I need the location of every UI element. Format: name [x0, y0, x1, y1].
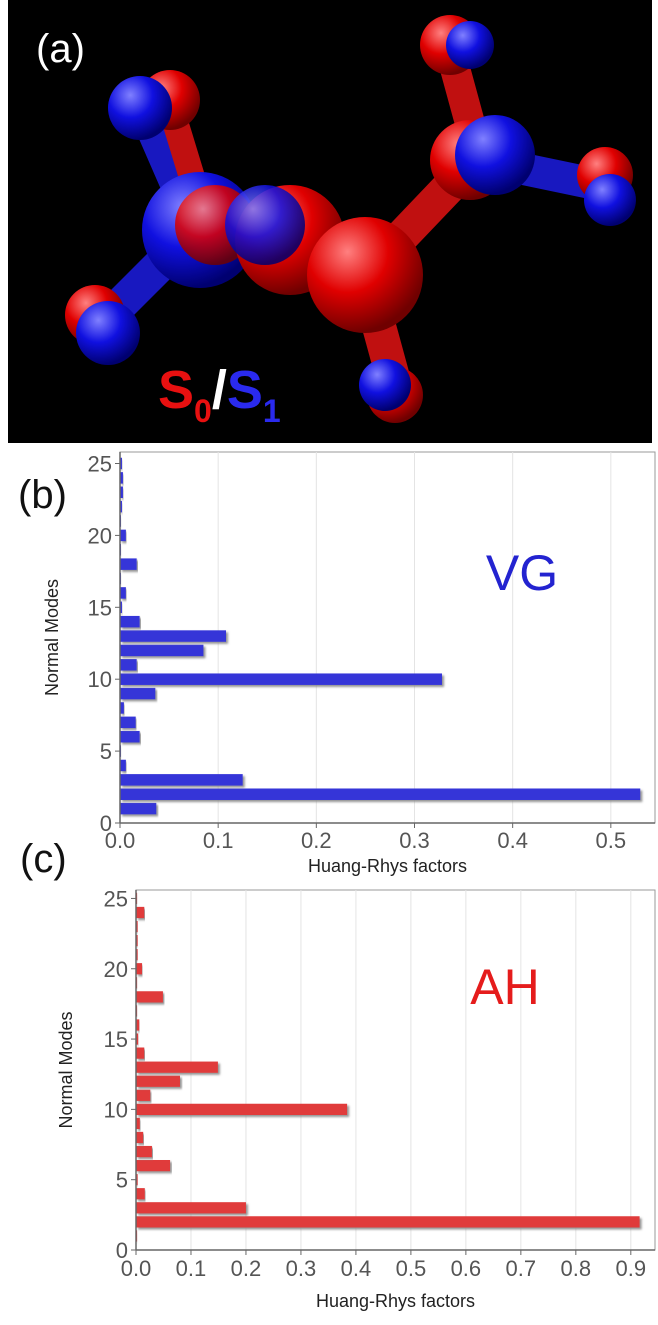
x-tick-label: 0.6: [451, 1256, 482, 1281]
y-axis-label: Normal Modes: [42, 579, 62, 696]
bar: [120, 774, 243, 786]
panel-label: (b): [18, 473, 67, 517]
y-tick-label: 15: [88, 595, 112, 620]
x-tick-label: 0.1: [203, 828, 234, 853]
bar: [136, 1146, 152, 1157]
legend-part: 1: [263, 393, 281, 429]
y-tick-label: 0: [100, 811, 112, 836]
y-tick-label: 5: [116, 1168, 128, 1193]
bar: [136, 1188, 145, 1199]
bar: [120, 530, 126, 542]
x-tick-label: 0.9: [616, 1256, 647, 1281]
molecule-panel: (a) S0/S1: [8, 0, 652, 443]
bar: [120, 587, 126, 599]
page: {"panel_a": {"label": "(a)", "legend": […: [0, 0, 658, 1325]
annotation: AH: [470, 959, 539, 1015]
x-tick-label: 0.3: [399, 828, 430, 853]
x-tick-label: 0.4: [497, 828, 528, 853]
x-tick-label: 0.2: [231, 1256, 262, 1281]
bar: [136, 1048, 144, 1059]
x-tick-label: 0.1: [176, 1256, 207, 1281]
bar: [120, 558, 137, 570]
y-axis-label: Normal Modes: [56, 1011, 76, 1128]
bar: [136, 1160, 170, 1171]
y-tick-label: 25: [88, 452, 112, 477]
bar: [120, 630, 226, 642]
bar: [120, 731, 140, 743]
y-tick-label: 20: [88, 523, 112, 548]
bar: [136, 963, 142, 974]
bar: [136, 1216, 640, 1227]
y-tick-label: 15: [104, 1027, 128, 1052]
bar: [136, 991, 163, 1002]
legend-part: 0: [194, 393, 212, 429]
state-legend: S0/S1: [158, 360, 281, 429]
x-tick-label: 0.3: [286, 1256, 317, 1281]
y-tick-label: 20: [104, 957, 128, 982]
x-tick-label: 0.7: [506, 1256, 537, 1281]
bar: [120, 688, 155, 700]
bar: [136, 1202, 246, 1213]
bar: [136, 1090, 150, 1101]
y-tick-label: 25: [104, 886, 128, 911]
bar: [136, 907, 144, 918]
bar: [136, 1062, 218, 1073]
bar: [120, 717, 136, 729]
bar: [120, 659, 137, 671]
x-tick-label: 0.4: [341, 1256, 372, 1281]
bar: [120, 616, 140, 628]
legend-part: S: [158, 360, 194, 420]
annotation: VG: [486, 545, 558, 601]
bar: [120, 673, 442, 685]
legend-part: /: [212, 360, 227, 420]
panel-label: (c): [20, 837, 67, 881]
legend-part: S: [227, 360, 263, 420]
x-tick-label: 0.8: [561, 1256, 592, 1281]
y-tick-label: 10: [104, 1097, 128, 1122]
bar: [136, 1132, 143, 1143]
bar: [120, 803, 156, 815]
y-tick-label: 5: [100, 739, 112, 764]
bar: [136, 1076, 180, 1087]
y-tick-label: 0: [116, 1238, 128, 1263]
bar: [120, 645, 203, 657]
bar: [120, 760, 126, 772]
figure: (a) S0/S1 0.00.10.20.30.40.50510152025Hu…: [0, 0, 658, 1325]
y-tick-label: 10: [88, 667, 112, 692]
x-axis-label: Huang-Rhys factors: [308, 856, 467, 876]
x-tick-label: 0.5: [396, 1256, 427, 1281]
bar: [136, 1104, 347, 1115]
panel-label: (a): [36, 27, 85, 71]
x-axis-label: Huang-Rhys factors: [316, 1291, 475, 1311]
bar: [120, 788, 640, 800]
x-tick-label: 0.5: [596, 828, 627, 853]
x-tick-label: 0.2: [301, 828, 332, 853]
